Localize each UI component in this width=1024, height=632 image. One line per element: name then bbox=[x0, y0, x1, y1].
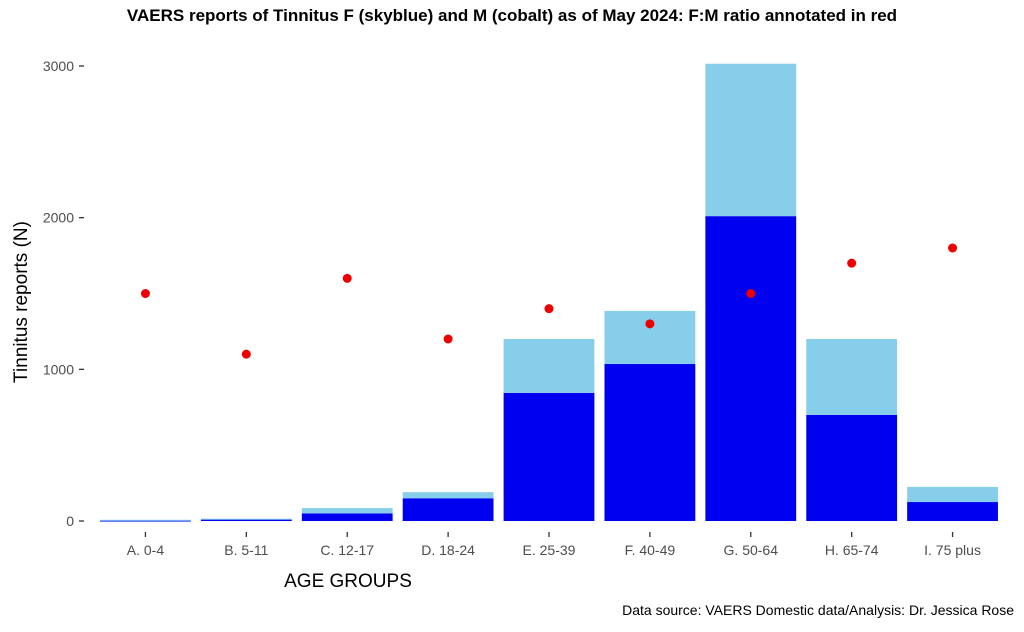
bar-female bbox=[301, 508, 393, 514]
bar-female bbox=[705, 63, 797, 217]
bar-female bbox=[402, 492, 494, 499]
y-axis-title: Tinnitus reports (N) bbox=[11, 221, 32, 383]
y-tick-label: 2000 bbox=[43, 210, 74, 226]
chart-title: VAERS reports of Tinnitus F (skyblue) an… bbox=[126, 6, 898, 25]
ratio-point bbox=[645, 319, 655, 329]
bar-male bbox=[604, 364, 696, 521]
ratio-point bbox=[241, 349, 251, 359]
ratio-point bbox=[847, 258, 857, 268]
bar-male bbox=[200, 519, 292, 521]
bar-female bbox=[200, 518, 292, 520]
ratio-point bbox=[140, 289, 150, 298]
ratio-point bbox=[443, 334, 453, 344]
bar-male bbox=[806, 414, 898, 521]
y-tick-label: 0 bbox=[66, 513, 74, 529]
bar-male bbox=[402, 498, 494, 521]
ratio-point bbox=[342, 273, 352, 283]
x-axis: A. 0-4 B. 5-11 C. 12-17 D. 18-24 E. 25-39 F. … bbox=[127, 532, 981, 558]
bar-female bbox=[806, 339, 898, 415]
ratio-points-layer bbox=[140, 243, 958, 359]
ratio-point bbox=[948, 243, 958, 253]
bar-male bbox=[705, 216, 797, 521]
y-axis: 0 1000 2000 3000 bbox=[43, 58, 84, 529]
bar-male bbox=[503, 392, 595, 521]
bar-female bbox=[100, 519, 191, 521]
bar-male bbox=[907, 502, 998, 521]
bars-layer bbox=[100, 63, 998, 522]
x-tick-label: I. 75 plus bbox=[924, 542, 981, 558]
x-tick-label: D. 18-24 bbox=[421, 542, 475, 558]
x-tick-label: C. 12-17 bbox=[320, 542, 374, 558]
bar-female bbox=[503, 339, 595, 393]
data-source-caption: Data source: VAERS Domestic data/Analysi… bbox=[622, 602, 1014, 618]
x-tick-label: G. 50-64 bbox=[724, 542, 779, 558]
bar-male bbox=[100, 520, 191, 522]
bar-female bbox=[907, 486, 998, 503]
ratio-point bbox=[544, 304, 554, 314]
x-tick-label: B. 5-11 bbox=[224, 542, 268, 558]
x-tick-label: E. 25-39 bbox=[523, 542, 576, 558]
x-tick-label: H. 65-74 bbox=[825, 542, 879, 558]
y-tick-label: 1000 bbox=[43, 361, 74, 377]
bar-male bbox=[301, 513, 393, 521]
bar-female bbox=[604, 310, 696, 365]
y-tick-label: 3000 bbox=[43, 58, 74, 74]
x-tick-label: A. 0-4 bbox=[127, 542, 165, 558]
ratio-point bbox=[746, 289, 756, 298]
x-tick-label: F. 40-49 bbox=[625, 542, 676, 558]
x-axis-title: AGE GROUPS bbox=[284, 571, 412, 592]
